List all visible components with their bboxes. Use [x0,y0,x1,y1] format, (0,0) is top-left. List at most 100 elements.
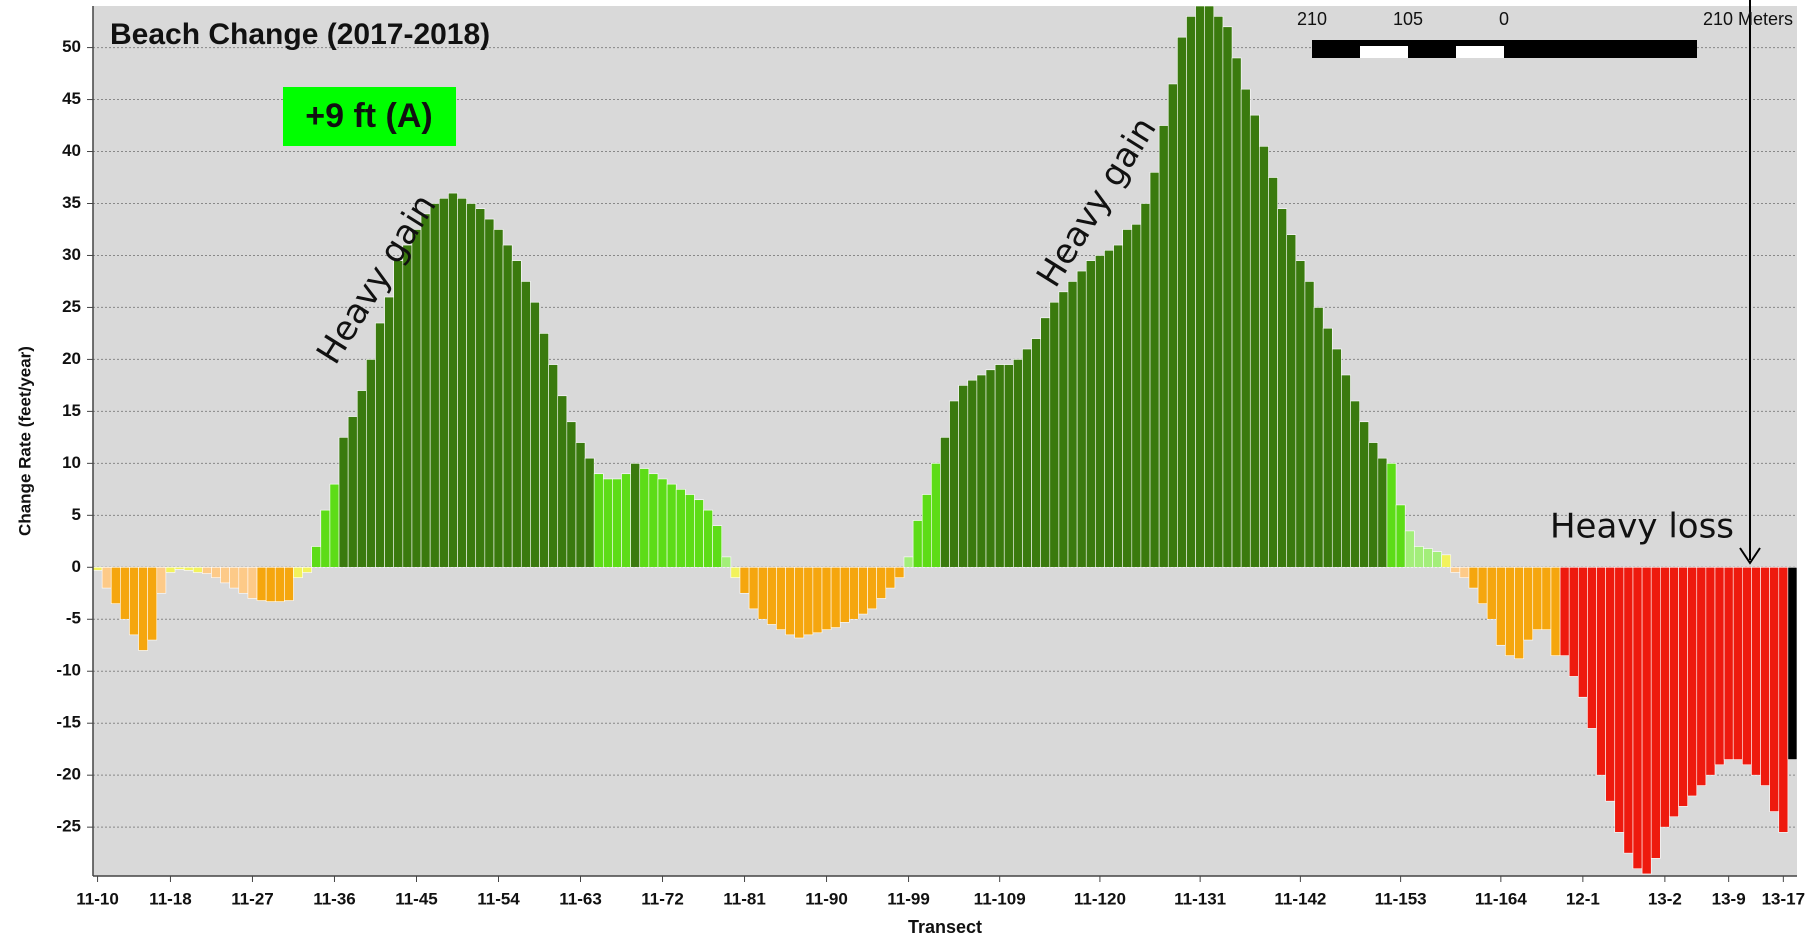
bar [1195,5,1206,568]
bar [1031,338,1041,568]
bar [120,566,130,620]
y-tick-label: 50 [62,37,81,56]
bar [1596,566,1606,776]
bar [1550,566,1561,656]
y-tick-label: 30 [62,245,81,264]
bar [1714,566,1725,766]
x-tick-label: 11-54 [477,889,520,908]
bar [1167,83,1178,568]
bars [92,5,1798,875]
y-axis-label: Change Rate (feet/year) [15,346,34,536]
bar [202,566,212,574]
y-tick-label: 0 [72,557,81,576]
bar [429,203,440,568]
bar [894,566,905,578]
bar [110,566,121,604]
x-tick-label: 11-36 [313,889,356,908]
bar [712,525,723,568]
bar [1732,566,1743,760]
bar [1049,301,1060,568]
bar [967,379,978,568]
x-tick-label: 11-10 [76,889,119,908]
bar [129,566,139,636]
bar [438,197,449,568]
bar [229,566,240,589]
bar [1687,566,1698,797]
bar [1131,223,1142,568]
bar [320,509,331,568]
bar [703,509,713,568]
bar [101,566,112,589]
bar [931,463,941,568]
bar [1559,566,1570,656]
bar [530,301,540,568]
bar [1277,208,1288,568]
bar [776,566,786,630]
bar [748,566,759,610]
bar [1067,281,1078,568]
bar [329,483,340,568]
bar [375,322,385,568]
bar [1249,114,1260,568]
bar [1149,172,1160,568]
bar [958,385,969,568]
x-tick-label: 13-2 [1648,889,1682,908]
y-tick-label: -5 [66,609,81,628]
bar [1751,566,1761,776]
bar [1705,566,1716,776]
bar [420,213,431,568]
bar [1177,36,1187,568]
bar [311,546,322,568]
bar [402,244,413,568]
x-tick-label: 11-164 [1475,889,1528,908]
bar [557,395,568,568]
bar [1605,566,1616,802]
bar [849,566,859,620]
x-tick-label: 12-1 [1566,889,1600,908]
bar [921,494,932,568]
bar [566,421,577,568]
bar [648,473,659,568]
bar [1514,566,1524,660]
x-tick-label: 11-72 [641,889,684,908]
scale-bar-segment [1360,46,1408,58]
bar [666,483,677,568]
bar [1295,260,1306,568]
x-tick-label: 11-109 [974,889,1026,908]
bar [1632,566,1643,870]
bar [1240,88,1251,568]
bar [1204,5,1215,568]
bar [1623,566,1634,854]
bar [1459,566,1470,578]
x-tick-label: 11-27 [231,889,274,908]
y-tick-label: 35 [62,193,81,212]
bar [1359,421,1370,568]
bar [584,457,595,568]
bar [821,566,832,630]
x-tick-label: 11-18 [149,889,192,908]
x-tick-label: 11-153 [1375,889,1427,908]
bar [1350,400,1360,568]
scale-label: 0 [1499,9,1509,29]
y-tick-label: -10 [56,661,81,680]
bar [247,566,258,599]
bar [1486,566,1497,620]
bar [876,566,887,599]
bar [803,566,814,636]
scale-bar-segment [1456,46,1504,58]
bar [1413,546,1424,568]
bar [1377,457,1388,568]
bar [484,218,495,568]
bar [1040,317,1051,568]
bar [1140,203,1151,568]
bar [475,208,486,568]
bar [520,281,531,568]
bar [1578,566,1588,698]
bar [220,566,230,584]
bar [839,566,850,623]
arrow-head [1739,547,1761,565]
bar [1076,270,1087,568]
bar [1213,16,1224,568]
bar [1368,442,1379,568]
